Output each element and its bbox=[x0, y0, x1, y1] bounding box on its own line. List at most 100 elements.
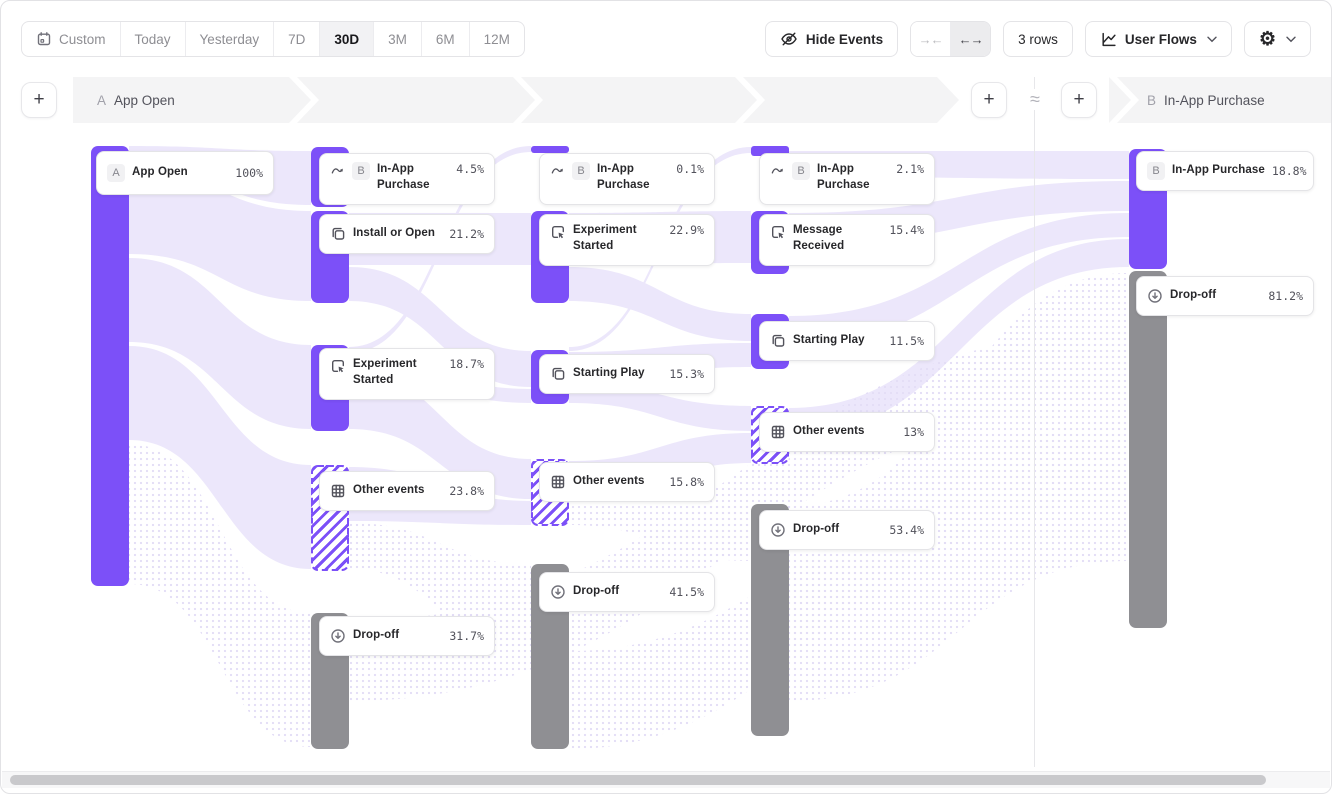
event-card-dropoff-col3[interactable]: Drop-off 41.5% bbox=[539, 572, 715, 612]
collapse-columns-button[interactable]: →← bbox=[911, 22, 952, 56]
event-label: Drop-off bbox=[793, 523, 840, 536]
event-card-inapp-col2[interactable]: B In-App Purchase 4.5% bbox=[319, 153, 495, 205]
date-range-label: Custom bbox=[59, 31, 106, 47]
event-letter-badge: B bbox=[572, 162, 590, 180]
event-card-app-open[interactable]: A App Open 100% bbox=[96, 151, 274, 195]
event-value: 23.8% bbox=[449, 484, 484, 498]
settings-button[interactable]: ⚙ bbox=[1243, 21, 1311, 57]
event-label: Message Received bbox=[793, 224, 845, 252]
event-label: Drop-off bbox=[1170, 289, 1217, 302]
date-range-today[interactable]: Today bbox=[121, 22, 186, 56]
chevron-down-icon bbox=[1207, 36, 1217, 43]
event-value: 13% bbox=[903, 425, 924, 439]
event-value: 0.1% bbox=[676, 162, 704, 176]
date-range-12m[interactable]: 12M bbox=[470, 22, 524, 56]
date-range-7d[interactable]: 7D bbox=[274, 22, 321, 56]
event-letter-badge: B bbox=[352, 162, 370, 180]
event-card-dropoff-col2[interactable]: Drop-off 31.7% bbox=[319, 616, 495, 656]
date-range-label: Yesterday bbox=[199, 31, 260, 47]
flow-arrow-icon bbox=[330, 163, 345, 178]
event-label: Drop-off bbox=[353, 629, 400, 642]
event-label: Install or Open bbox=[353, 227, 436, 240]
event-label: In-App Purchase bbox=[1172, 164, 1265, 177]
date-range-30d[interactable]: 30D bbox=[320, 22, 375, 56]
node-bar-inapp-col3[interactable] bbox=[531, 146, 569, 153]
date-range-label: Today bbox=[134, 31, 171, 47]
node-bar-dropoff-col5[interactable] bbox=[1129, 271, 1167, 628]
date-range-control: Custom Today Yesterday 7D 30D 3M 6M 12M bbox=[21, 21, 525, 57]
calendar-icon bbox=[36, 31, 52, 47]
view-selector-button[interactable]: User Flows bbox=[1084, 21, 1232, 57]
event-label: Starting Play bbox=[793, 334, 865, 347]
copy-icon bbox=[770, 333, 786, 349]
event-label: Experiment Started bbox=[353, 358, 417, 386]
date-range-label: 12M bbox=[483, 31, 510, 47]
section-divider bbox=[1034, 77, 1035, 767]
date-range-label: 3M bbox=[388, 31, 407, 47]
event-card-other-col4[interactable]: Other events 13% bbox=[759, 412, 935, 452]
approx-separator: ≈ bbox=[1023, 89, 1047, 110]
dropoff-icon bbox=[770, 522, 786, 538]
event-value: 22.9% bbox=[669, 223, 704, 237]
event-label: Drop-off bbox=[573, 585, 620, 598]
date-range-label: 6M bbox=[435, 31, 455, 47]
event-card-experiment-col2[interactable]: Experiment Started 18.7% bbox=[319, 348, 495, 400]
hide-events-button[interactable]: Hide Events bbox=[764, 21, 899, 57]
lane-b-label: B In-App Purchase bbox=[1147, 92, 1265, 108]
dropoff-icon bbox=[550, 584, 566, 600]
lane-b-event-name: In-App Purchase bbox=[1164, 92, 1265, 108]
event-label: Other events bbox=[573, 475, 645, 488]
date-range-yesterday[interactable]: Yesterday bbox=[186, 22, 275, 56]
event-card-other-col2[interactable]: Other events 23.8% bbox=[319, 471, 495, 511]
add-step-middle-button[interactable]: + bbox=[971, 82, 1007, 118]
event-label: Experiment Started bbox=[573, 224, 637, 252]
lane-b-letter: B bbox=[1147, 92, 1157, 108]
event-card-starting-col3[interactable]: Starting Play 15.3% bbox=[539, 354, 715, 394]
event-card-experiment-col3[interactable]: Experiment Started 22.9% bbox=[539, 214, 715, 266]
add-step-right-button[interactable]: + bbox=[1061, 82, 1097, 118]
rows-button[interactable]: 3 rows bbox=[1003, 21, 1073, 57]
event-label: App Open bbox=[132, 166, 188, 179]
event-card-inapp-col3[interactable]: B In-App Purchase 0.1% bbox=[539, 153, 715, 205]
event-label: Other events bbox=[793, 425, 865, 438]
event-card-message-col4[interactable]: Message Received 15.4% bbox=[759, 214, 935, 266]
grid-icon bbox=[770, 424, 786, 440]
event-card-inapp-col4[interactable]: B In-App Purchase 2.1% bbox=[759, 153, 935, 205]
event-label: Starting Play bbox=[573, 367, 645, 380]
lane-a-label: A App Open bbox=[97, 92, 175, 108]
node-bar-app-open[interactable] bbox=[91, 146, 129, 586]
event-card-dropoff-col5[interactable]: Drop-off 81.2% bbox=[1136, 276, 1314, 316]
lane-a-event-name: App Open bbox=[114, 92, 175, 108]
event-card-inapp-col5[interactable]: B In-App Purchase 18.8% bbox=[1136, 151, 1314, 191]
event-card-dropoff-col4[interactable]: Drop-off 53.4% bbox=[759, 510, 935, 550]
scrollbar-thumb[interactable] bbox=[10, 775, 1266, 785]
event-value: 18.8% bbox=[1271, 164, 1307, 178]
event-value: 15.8% bbox=[669, 475, 704, 489]
date-range-3m[interactable]: 3M bbox=[374, 22, 422, 56]
click-icon bbox=[330, 358, 346, 374]
click-icon bbox=[550, 224, 566, 240]
chevron-down-icon bbox=[1286, 36, 1296, 43]
event-label: In-App Purchase bbox=[817, 163, 870, 191]
date-range-custom[interactable]: Custom bbox=[22, 22, 121, 56]
lane-header-band[interactable] bbox=[1, 77, 1332, 123]
expand-columns-button[interactable]: ←→ bbox=[951, 22, 991, 56]
dropoff-icon bbox=[1147, 288, 1163, 304]
add-step-left-button[interactable]: + bbox=[21, 82, 57, 118]
eye-off-icon bbox=[780, 30, 798, 48]
event-card-other-col3[interactable]: Other events 15.8% bbox=[539, 462, 715, 502]
date-range-label: 30D bbox=[334, 31, 360, 47]
event-card-install-col2[interactable]: Install or Open 21.2% bbox=[319, 214, 495, 254]
node-bar-inapp-col4[interactable] bbox=[751, 146, 789, 156]
event-value: 81.2% bbox=[1268, 289, 1303, 303]
event-value: 100% bbox=[235, 166, 263, 180]
event-letter-badge: B bbox=[1147, 162, 1165, 180]
lane-a-letter: A bbox=[97, 92, 107, 108]
copy-icon bbox=[330, 226, 346, 242]
horizontal-scrollbar[interactable] bbox=[2, 771, 1330, 788]
event-card-starting-col4[interactable]: Starting Play 11.5% bbox=[759, 321, 935, 361]
event-label: In-App Purchase bbox=[597, 163, 650, 191]
date-range-6m[interactable]: 6M bbox=[422, 22, 470, 56]
event-value: 18.7% bbox=[449, 357, 484, 371]
